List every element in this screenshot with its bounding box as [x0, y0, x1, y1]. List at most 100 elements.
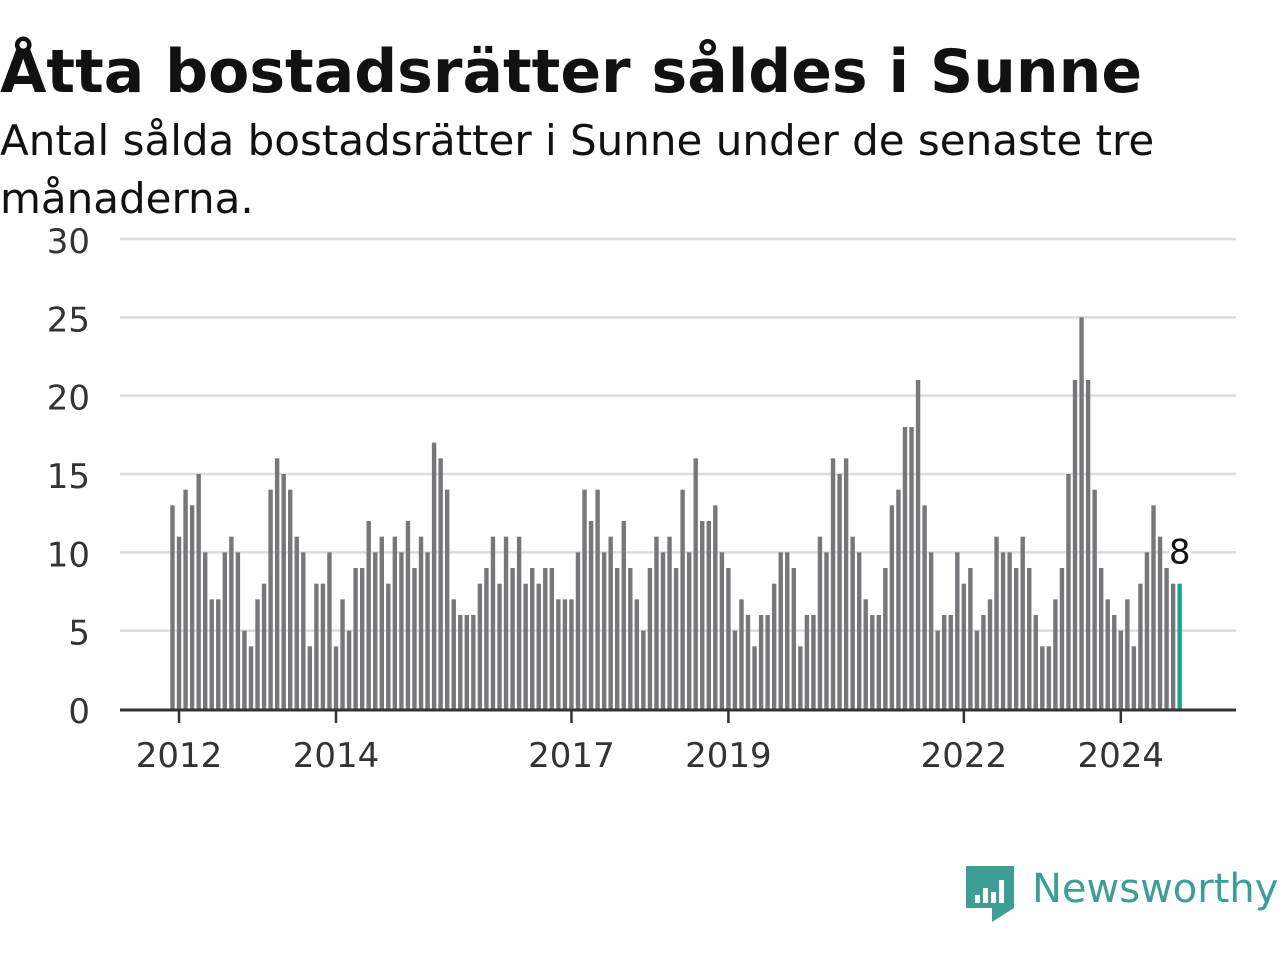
bars	[170, 317, 1182, 709]
bar	[431, 442, 437, 709]
bar	[327, 552, 332, 709]
bar	[857, 552, 862, 709]
bar	[811, 615, 816, 709]
bar	[1046, 646, 1052, 709]
bar	[189, 505, 195, 709]
x-tick-label: 2012	[136, 736, 223, 776]
bar	[654, 536, 659, 709]
bar	[373, 552, 378, 709]
bar	[713, 505, 718, 709]
bar	[628, 568, 633, 709]
bar	[1151, 505, 1156, 709]
bar	[556, 599, 561, 709]
bar	[1007, 552, 1012, 709]
bar	[726, 568, 731, 709]
x-tick-label: 2019	[685, 736, 772, 776]
bar	[968, 568, 973, 709]
bar	[758, 615, 764, 709]
bar	[909, 427, 914, 709]
bar	[686, 552, 692, 709]
bar	[418, 536, 424, 709]
y-tick-label: 10	[47, 535, 90, 575]
annotations: 8	[1166, 530, 1194, 576]
bar	[549, 568, 555, 709]
bar	[1079, 317, 1084, 709]
x-tick-label: 2024	[1078, 736, 1165, 776]
bar	[307, 646, 313, 709]
bar	[621, 521, 626, 709]
bar	[1118, 630, 1123, 709]
bar	[994, 536, 999, 709]
bar	[340, 599, 345, 709]
bar	[399, 552, 404, 709]
bar	[314, 583, 319, 709]
bar	[451, 599, 456, 709]
bar	[530, 568, 535, 709]
bar	[732, 630, 738, 709]
bar	[1085, 380, 1091, 709]
bar	[1157, 536, 1163, 709]
bar	[1092, 489, 1097, 709]
bar	[863, 599, 868, 709]
bar	[196, 474, 201, 709]
bar	[915, 380, 921, 709]
bar	[229, 536, 234, 709]
bar	[889, 505, 895, 709]
bar	[673, 568, 679, 709]
bar	[261, 583, 267, 709]
bar	[974, 630, 980, 709]
bar	[693, 458, 698, 709]
brand-logo: Newsworthy	[962, 862, 1278, 926]
x-axis	[120, 708, 1236, 723]
bar	[647, 568, 653, 709]
bar	[870, 615, 875, 709]
gridlines	[120, 237, 1236, 632]
bar	[804, 615, 810, 709]
bar	[1033, 615, 1038, 709]
bar	[902, 427, 908, 709]
bar	[366, 521, 371, 709]
bar	[948, 615, 953, 709]
y-tick-label: 0	[68, 692, 90, 732]
bar	[778, 552, 783, 709]
bar	[830, 458, 836, 709]
bar	[333, 646, 339, 709]
bar	[987, 599, 993, 709]
bar	[634, 599, 640, 709]
bar	[595, 489, 600, 709]
bar	[1072, 380, 1078, 709]
bar	[942, 615, 947, 709]
bar	[1138, 583, 1143, 709]
bar	[837, 474, 842, 709]
bar	[471, 615, 476, 709]
bar	[922, 505, 927, 709]
bar	[281, 474, 286, 709]
bar	[503, 536, 509, 709]
bar	[850, 536, 855, 709]
bar	[170, 505, 175, 709]
bar	[660, 552, 666, 709]
bar	[301, 552, 306, 709]
y-tick-label: 30	[47, 222, 90, 262]
bar	[490, 536, 496, 709]
bar	[824, 552, 829, 709]
bar	[242, 630, 247, 709]
bar	[1040, 646, 1045, 709]
bar	[569, 599, 574, 709]
bar	[641, 630, 646, 709]
bar	[791, 568, 796, 709]
bar	[516, 536, 522, 709]
bar	[1125, 599, 1130, 709]
bar	[235, 552, 241, 709]
bar	[575, 552, 581, 709]
bar	[176, 536, 182, 709]
bar	[412, 568, 417, 709]
bar	[320, 583, 326, 709]
bar	[1105, 599, 1110, 709]
y-tick-label: 20	[47, 379, 90, 419]
bar	[608, 536, 613, 709]
bar	[843, 458, 849, 709]
bar	[1066, 474, 1071, 709]
bar	[1164, 568, 1169, 709]
bar	[935, 630, 940, 709]
